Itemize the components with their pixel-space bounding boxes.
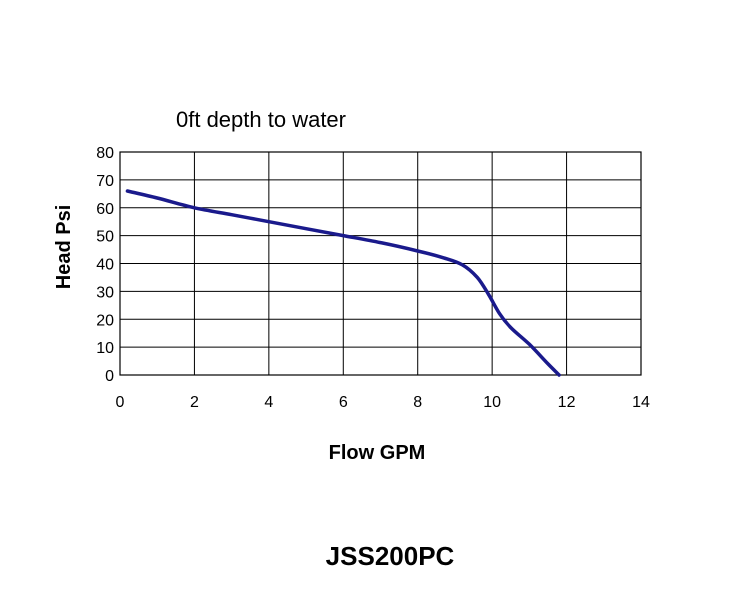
y-tick-label: 80: [96, 145, 114, 162]
y-tick-label: 60: [96, 201, 114, 218]
y-tick-label: 40: [96, 257, 114, 274]
y-axis-label: Head Psi: [53, 205, 75, 289]
grid: [119, 151, 642, 376]
y-tick-label: 70: [96, 173, 114, 190]
y-tick-label: 30: [96, 284, 114, 301]
x-tick-label: 4: [264, 394, 273, 411]
x-axis-label: Flow GPM: [329, 442, 426, 464]
y-tick-label: 20: [96, 312, 114, 329]
x-tick-label: 10: [483, 394, 501, 411]
chart-title: 0ft depth to water: [176, 107, 346, 132]
x-tick-label: 0: [116, 394, 125, 411]
y-tick-label: 10: [96, 340, 114, 357]
model-caption: JSS200PC: [326, 541, 455, 571]
y-tick-label: 0: [105, 368, 114, 385]
x-tick-label: 14: [632, 394, 650, 411]
tick-labels: 0 2 4 6 8 10 12 14 0 10 20 30 40 50 60 70 80: [96, 145, 650, 411]
x-tick-label: 6: [339, 394, 348, 411]
x-tick-label: 12: [558, 394, 576, 411]
x-tick-label: 2: [190, 394, 199, 411]
x-tick-label: 8: [413, 394, 422, 411]
y-tick-label: 50: [96, 229, 114, 246]
series: [125, 189, 561, 377]
series-line: [125, 189, 561, 377]
